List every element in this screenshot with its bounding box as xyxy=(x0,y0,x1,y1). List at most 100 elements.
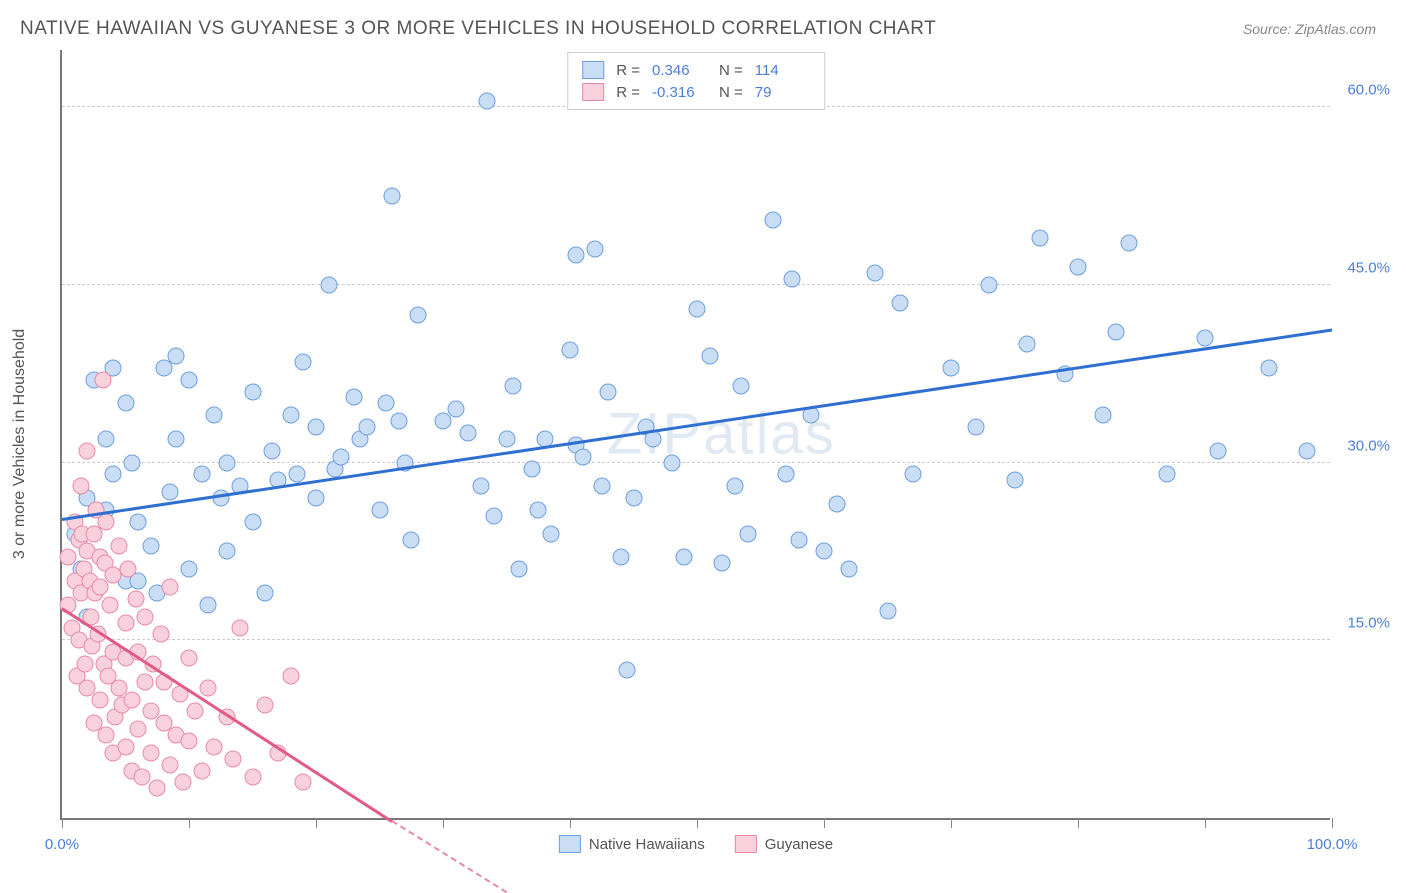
scatter-point xyxy=(117,738,134,755)
scatter-point xyxy=(371,502,388,519)
x-tick-label: 0.0% xyxy=(45,836,79,853)
scatter-point xyxy=(943,359,960,376)
scatter-point xyxy=(79,442,96,459)
x-tick xyxy=(570,818,571,828)
scatter-point xyxy=(447,401,464,418)
scatter-point xyxy=(460,425,477,442)
scatter-point xyxy=(161,756,178,773)
r-label: R = xyxy=(616,84,640,101)
scatter-point xyxy=(212,490,229,507)
scatter-point xyxy=(320,276,337,293)
scatter-point xyxy=(689,300,706,317)
x-tick xyxy=(1332,818,1333,828)
legend-item: Guyanese xyxy=(735,835,833,853)
scatter-point xyxy=(76,656,93,673)
x-tick xyxy=(316,818,317,828)
scatter-point xyxy=(257,697,274,714)
scatter-point xyxy=(479,93,496,110)
scatter-point xyxy=(1095,407,1112,424)
source-label: Source: xyxy=(1243,21,1291,37)
scatter-point xyxy=(1006,472,1023,489)
scatter-point xyxy=(828,496,845,513)
scatter-point xyxy=(73,478,90,495)
scatter-point xyxy=(98,513,115,530)
scatter-point xyxy=(777,466,794,483)
scatter-point xyxy=(663,454,680,471)
scatter-point xyxy=(409,306,426,323)
scatter-point xyxy=(593,478,610,495)
scatter-point xyxy=(263,442,280,459)
scatter-point xyxy=(153,626,170,643)
scatter-point xyxy=(282,667,299,684)
scatter-point xyxy=(1070,259,1087,276)
x-tick xyxy=(697,818,698,828)
correlation-legend-box: R =0.346N =114R =-0.316N =79 xyxy=(567,52,825,110)
y-tick-label: 15.0% xyxy=(1347,615,1390,632)
scatter-point xyxy=(219,543,236,560)
y-tick-label: 45.0% xyxy=(1347,259,1390,276)
scatter-point xyxy=(727,478,744,495)
n-value: 114 xyxy=(755,62,810,79)
trend-line-extrapolated xyxy=(392,820,507,893)
scatter-point xyxy=(377,395,394,412)
scatter-point xyxy=(127,590,144,607)
scatter-point xyxy=(568,247,585,264)
n-value: 79 xyxy=(755,84,810,101)
x-tick-label: 100.0% xyxy=(1307,836,1358,853)
scatter-point xyxy=(574,448,591,465)
scatter-point xyxy=(142,744,159,761)
scatter-point xyxy=(676,549,693,566)
scatter-point xyxy=(784,271,801,288)
scatter-point xyxy=(98,727,115,744)
legend-swatch xyxy=(559,835,581,853)
scatter-point xyxy=(1197,330,1214,347)
scatter-point xyxy=(111,537,128,554)
x-tick xyxy=(824,818,825,828)
scatter-point xyxy=(94,371,111,388)
scatter-point xyxy=(1158,466,1175,483)
scatter-point xyxy=(333,448,350,465)
scatter-point xyxy=(1120,235,1137,252)
series-legend: Native HawaiiansGuyanese xyxy=(559,835,833,853)
scatter-point xyxy=(206,738,223,755)
x-tick xyxy=(443,818,444,828)
scatter-point xyxy=(892,294,909,311)
legend-swatch xyxy=(735,835,757,853)
scatter-point xyxy=(60,549,77,566)
scatter-point xyxy=(295,353,312,370)
gridline xyxy=(62,284,1330,285)
scatter-point xyxy=(403,531,420,548)
scatter-point xyxy=(701,348,718,365)
scatter-point xyxy=(968,419,985,436)
r-value: 0.346 xyxy=(652,62,707,79)
scatter-point xyxy=(530,502,547,519)
scatter-point xyxy=(879,602,896,619)
scatter-point xyxy=(587,241,604,258)
scatter-point xyxy=(219,454,236,471)
scatter-point xyxy=(134,768,151,785)
scatter-point xyxy=(200,596,217,613)
scatter-point xyxy=(244,383,261,400)
scatter-point xyxy=(161,484,178,501)
scatter-point xyxy=(130,721,147,738)
scatter-point xyxy=(625,490,642,507)
scatter-point xyxy=(168,348,185,365)
scatter-point xyxy=(136,608,153,625)
legend-swatch xyxy=(582,83,604,101)
scatter-point xyxy=(244,513,261,530)
x-tick xyxy=(951,818,952,828)
scatter-point xyxy=(358,419,375,436)
r-label: R = xyxy=(616,62,640,79)
scatter-point xyxy=(866,265,883,282)
scatter-point xyxy=(257,584,274,601)
scatter-point xyxy=(193,762,210,779)
scatter-point xyxy=(384,188,401,205)
correlation-row: R =-0.316N =79 xyxy=(582,81,810,103)
x-tick xyxy=(189,818,190,828)
scatter-point xyxy=(174,774,191,791)
scatter-point xyxy=(485,507,502,524)
scatter-point xyxy=(714,555,731,572)
scatter-point xyxy=(473,478,490,495)
scatter-point xyxy=(542,525,559,542)
scatter-point xyxy=(619,661,636,678)
